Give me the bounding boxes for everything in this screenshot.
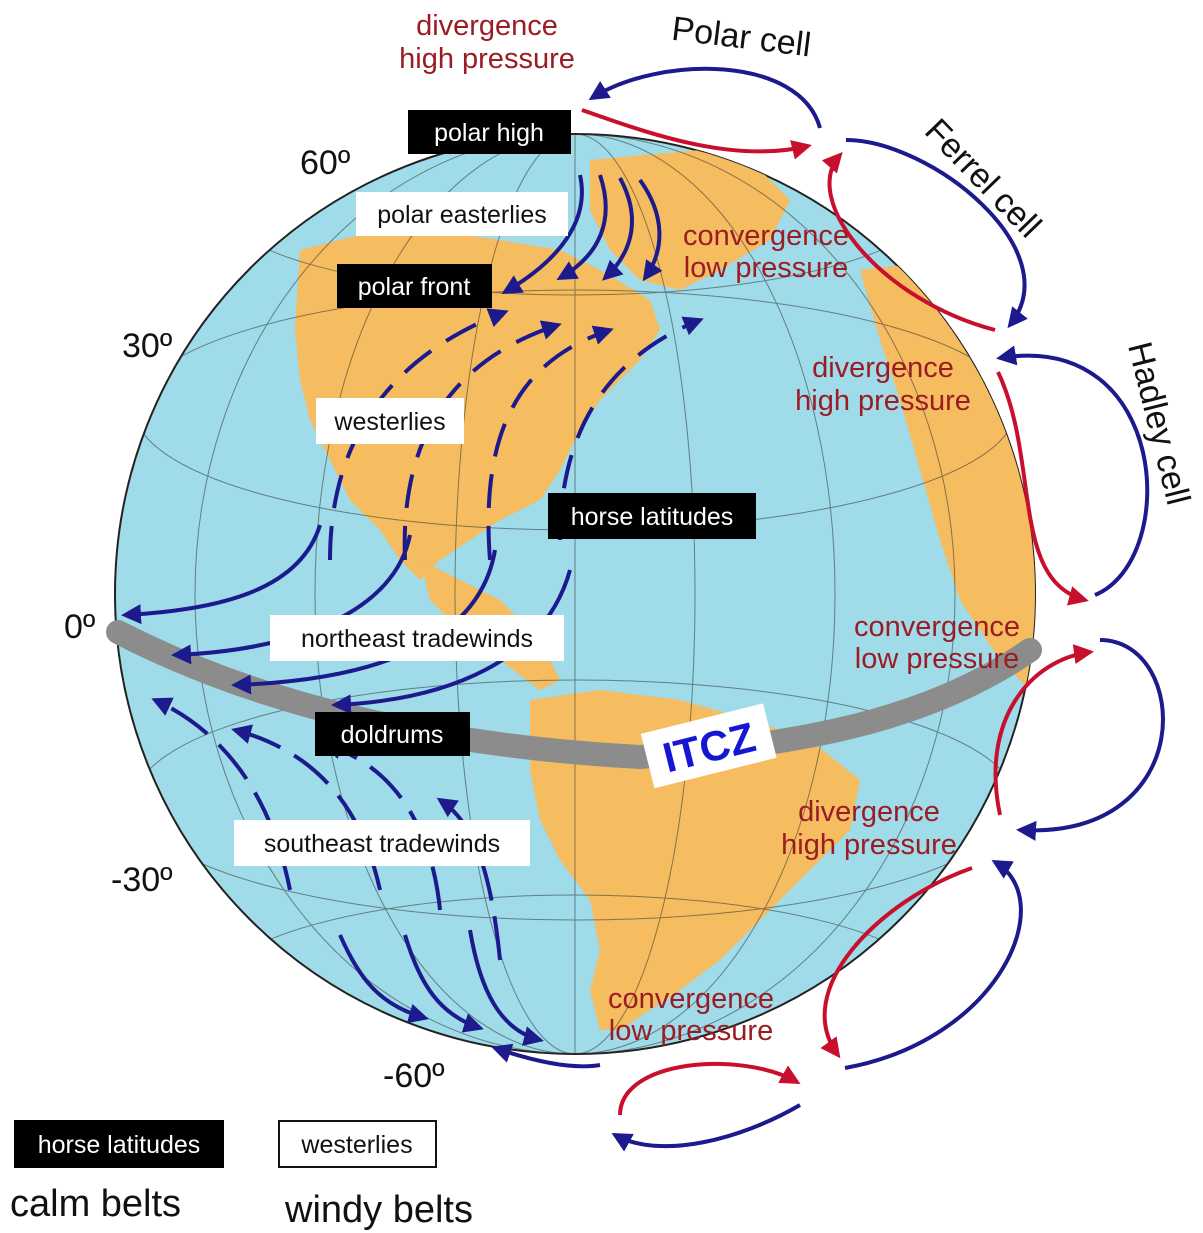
pressure-line-1: convergence bbox=[854, 611, 1020, 643]
hadley-cell-surface-arrow bbox=[996, 371, 1089, 606]
pressure-label-divergence-30n: divergence high pressure bbox=[795, 352, 971, 417]
pressure-line-2: high pressure bbox=[781, 829, 957, 861]
southern-hadley-surface-arrow bbox=[993, 644, 1094, 816]
polar-high-label: polar high bbox=[408, 110, 571, 154]
legend-windy-sample: westerlies bbox=[300, 1131, 412, 1159]
polar-high-box bbox=[408, 110, 571, 154]
southern-ferrel-upper-arrow bbox=[844, 859, 1023, 1070]
ferrel-cell-upper-arrow bbox=[845, 138, 1028, 329]
polar-front-label: polar front bbox=[337, 264, 492, 308]
north-america-landmass bbox=[295, 230, 660, 580]
southern-polar-surface-arrow bbox=[618, 1061, 801, 1116]
legend-windy-swatch bbox=[278, 1120, 437, 1168]
pressure-line-2: low pressure bbox=[855, 643, 1019, 675]
latitude-minus60-label: -60º bbox=[383, 1057, 445, 1095]
horse-latitudes-label: horse latitudes bbox=[548, 493, 756, 539]
latitude-0-label: 0º bbox=[64, 608, 95, 646]
southern-westerly-arrow bbox=[403, 934, 484, 1033]
latitude-minus30-label: -30º bbox=[111, 861, 173, 899]
ne-tradewind-arrow bbox=[121, 524, 322, 625]
legend-calm-sample: horse latitudes bbox=[38, 1131, 201, 1159]
latitude-60-label: 60º bbox=[300, 144, 350, 182]
pressure-line-1: divergence bbox=[416, 10, 558, 42]
ferrel-cell-loop bbox=[821, 138, 1028, 332]
southern-polar-upper-arrow bbox=[611, 1103, 802, 1152]
horse-latitudes-box bbox=[548, 493, 756, 539]
southern-hadley-upper-arrow bbox=[1016, 638, 1165, 841]
itcz-box bbox=[640, 703, 777, 789]
pressure-line-2: high pressure bbox=[399, 43, 575, 75]
polar-easterly-arrow bbox=[556, 174, 608, 280]
southern-westerly-arrow bbox=[338, 934, 429, 1024]
pressure-line-1: divergence bbox=[798, 796, 940, 828]
southeast-tradewinds-label: southeast tradewinds bbox=[234, 820, 530, 866]
westerlies-arrows bbox=[328, 308, 704, 561]
legend-windy-caption: windy belts bbox=[284, 1189, 473, 1231]
pressure-line-1: convergence bbox=[608, 983, 774, 1015]
pressure-label-divergence-30s: divergence high pressure bbox=[781, 796, 957, 861]
polar-easterlies-text: polar easterlies bbox=[377, 201, 547, 229]
polar-easterlies-box bbox=[356, 192, 568, 236]
northeast-tradewinds-label: northeast tradewinds bbox=[270, 615, 564, 661]
southeast-tradewinds-box bbox=[234, 820, 530, 866]
pressure-line-2: low pressure bbox=[684, 252, 848, 284]
ferrel-cell-surface-arrow bbox=[821, 152, 996, 332]
polar-cell-loop bbox=[581, 66, 822, 160]
southern-westerlies-arrows bbox=[338, 929, 601, 1069]
hadley-cell-upper-arrow bbox=[996, 345, 1150, 597]
pressure-label-divergence-top: divergence high pressure bbox=[399, 10, 575, 75]
ne-tradewind-arrow bbox=[331, 569, 572, 715]
pressure-line-2: high pressure bbox=[795, 385, 971, 417]
legend-calm-caption: calm belts bbox=[10, 1183, 181, 1225]
westerlies-label: westerlies bbox=[316, 398, 464, 444]
polar-easterlies-arrows bbox=[501, 174, 663, 295]
southern-ferrel-cell-loop bbox=[820, 859, 1023, 1070]
southern-ferrel-surface-arrow bbox=[820, 866, 973, 1059]
polar-easterly-arrow bbox=[602, 177, 634, 281]
pressure-line-2: low pressure bbox=[609, 1015, 773, 1047]
westerly-arrow bbox=[402, 320, 562, 561]
polar-cell-surface-arrow bbox=[581, 108, 812, 160]
southern-westerly-arrow bbox=[491, 1043, 601, 1069]
southern-polar-cell-loop bbox=[611, 1061, 802, 1152]
westerly-arrow bbox=[328, 308, 509, 561]
se-tradewind-arrow bbox=[436, 797, 502, 961]
westerly-arrow bbox=[486, 325, 614, 561]
southern-westerly-arrow bbox=[468, 929, 544, 1046]
hadley-cell-loop bbox=[996, 345, 1150, 606]
polar-cell-label: Polar cell bbox=[670, 10, 813, 65]
southern-hadley-cell-loop bbox=[993, 638, 1165, 841]
polar-cell-upper-arrow bbox=[588, 66, 822, 129]
polar-easterly-arrow bbox=[501, 174, 584, 295]
greenland-landmass bbox=[590, 150, 790, 290]
northeast-tradewinds-box bbox=[270, 615, 564, 661]
pressure-label-convergence-60s: convergence low pressure bbox=[608, 983, 774, 1047]
polar-easterly-arrow bbox=[638, 178, 663, 282]
latitude-30-label: 30º bbox=[122, 327, 172, 365]
westerly-arrow bbox=[558, 316, 704, 541]
polar-high-text: polar high bbox=[434, 119, 544, 147]
globe bbox=[106, 133, 1042, 1055]
pressure-line-1: divergence bbox=[812, 352, 954, 384]
doldrums-label: doldrums bbox=[315, 712, 470, 756]
doldrums-text: doldrums bbox=[341, 721, 444, 749]
polar-easterlies-label: polar easterlies bbox=[356, 192, 568, 236]
polar-front-box bbox=[337, 264, 492, 308]
southeast-tradewinds-text: southeast tradewinds bbox=[264, 830, 500, 858]
westerlies-box bbox=[316, 398, 464, 444]
pressure-line-1: convergence bbox=[683, 220, 849, 252]
horse-latitudes-text: horse latitudes bbox=[571, 503, 734, 531]
legend: horse latitudes westerlies calm belts wi… bbox=[10, 1120, 473, 1231]
pressure-label-convergence-equator: convergence low pressure bbox=[854, 611, 1020, 675]
polar-front-text: polar front bbox=[358, 273, 471, 301]
northeast-tradewinds-text: northeast tradewinds bbox=[301, 625, 533, 653]
westerlies-text: westerlies bbox=[333, 408, 445, 436]
ferrel-cell-label: Ferrel cell bbox=[917, 111, 1048, 245]
pressure-label-convergence-60n: convergence low pressure bbox=[683, 220, 849, 284]
doldrums-box bbox=[315, 712, 470, 756]
south-america-landmass bbox=[530, 690, 860, 1030]
legend-calm-swatch bbox=[14, 1120, 224, 1168]
